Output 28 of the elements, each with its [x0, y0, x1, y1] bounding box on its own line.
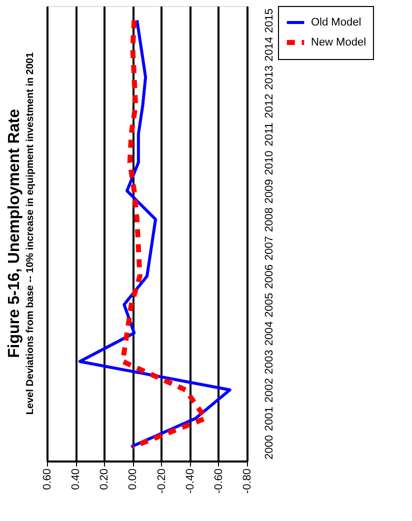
y-tick-label: 2010	[264, 150, 276, 176]
y-tick-label: 2013	[264, 65, 276, 90]
y-tick-label: 2006	[264, 264, 276, 289]
text: Level Deviations from base -- 10% increase in equipment investment in 2001	[25, 52, 36, 415]
legend-label: New Model	[311, 36, 366, 48]
x-tick-label: 0.00	[127, 468, 140, 490]
x-tick-label: -0.20	[156, 468, 168, 494]
x-tick-label: 0.60	[42, 468, 54, 490]
x-tick-label: 0.40	[70, 468, 82, 490]
y-tick-label: 2004	[264, 321, 276, 346]
y-tick-label: 2002	[264, 378, 276, 403]
x-tick-label: 0.20	[98, 468, 111, 490]
x-tick-label: -0.40	[184, 468, 196, 494]
y-tick-label: 2009	[264, 179, 276, 204]
legend-label: Old Model	[311, 16, 362, 28]
y-tick-label: 2011	[264, 122, 276, 146]
y-tick-label: 2001	[264, 406, 276, 432]
y-tick-label: 2003	[264, 350, 276, 374]
y-tick-label: 2014	[264, 36, 276, 62]
y-tick-label: 2015	[264, 8, 276, 33]
x-tick-label: -0.60	[212, 468, 225, 494]
x-tick-label: -0.80	[242, 468, 254, 494]
y-tick-label: 2005	[264, 292, 276, 318]
y-tick-label: 2000	[264, 435, 276, 460]
y-tick-label: 2008	[264, 208, 276, 232]
y-tick-label: 2007	[264, 236, 276, 260]
y-tick-label: 2012	[264, 94, 276, 118]
text: Figure 5-16, Unemployment Rate	[6, 108, 23, 358]
